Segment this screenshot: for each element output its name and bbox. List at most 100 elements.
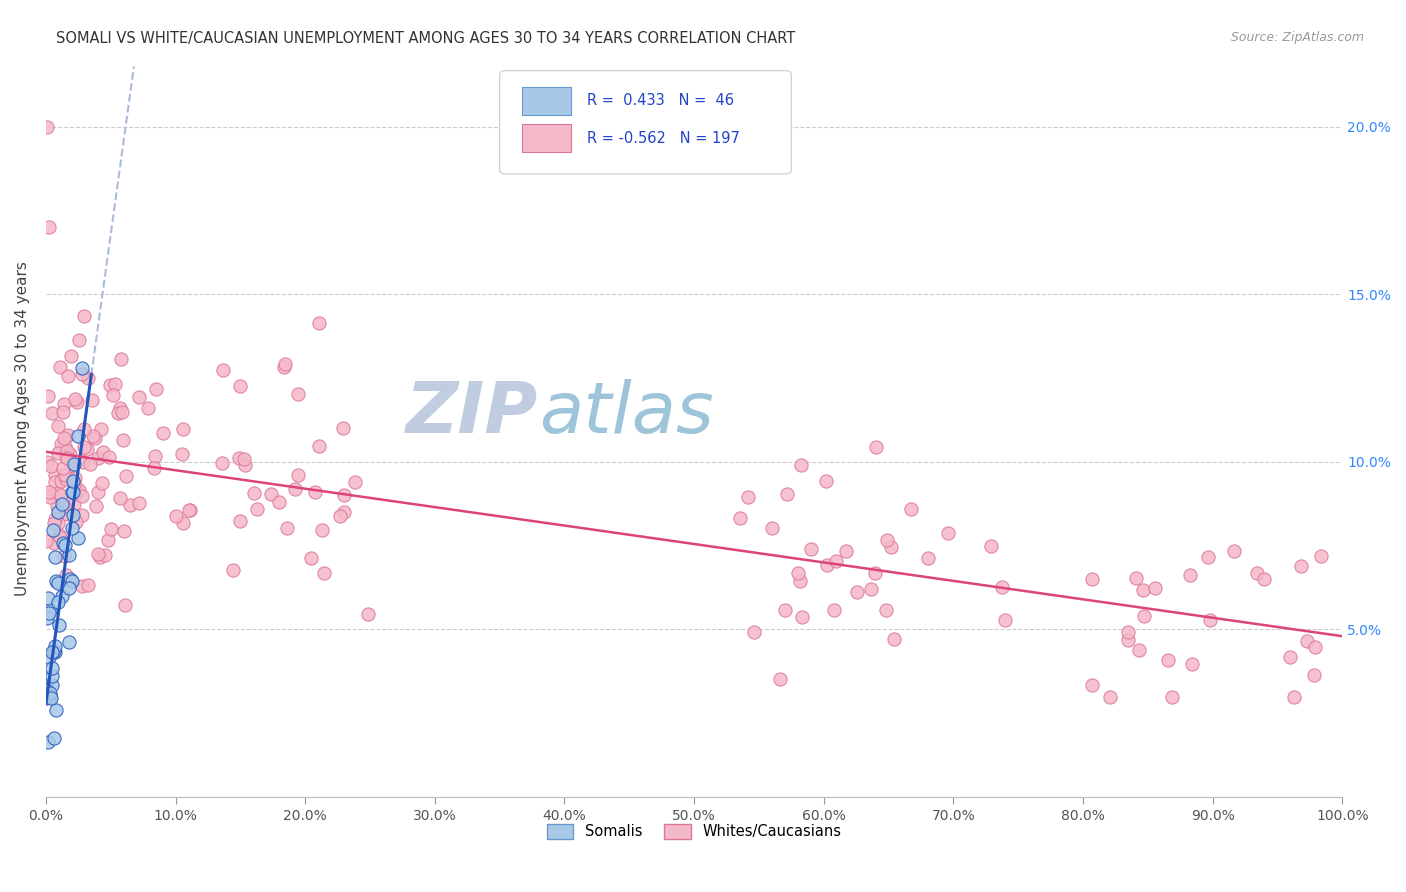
Point [67, 428, 90, 442]
Point [53, 431, 76, 445]
Point [846, 585, 869, 599]
Point [1133, 608, 1156, 623]
Point [267, 495, 290, 509]
Point [37, 389, 59, 403]
Point [790, 458, 813, 472]
Point [990, 580, 1012, 594]
Point [44, 475, 66, 489]
Point [769, 672, 792, 686]
Point [62, 508, 84, 522]
Point [1080, 572, 1102, 586]
Point [62, 475, 84, 489]
Point [211, 456, 233, 470]
Point [287, 387, 309, 401]
Point [312, 566, 335, 581]
Point [87, 547, 110, 561]
Point [53, 439, 76, 453]
Point [790, 610, 813, 624]
Point [101, 387, 124, 401]
Point [38, 607, 60, 621]
Point [49, 530, 72, 544]
Point [357, 607, 380, 621]
Point [222, 563, 245, 577]
Point [52, 469, 75, 483]
Point [108, 491, 131, 505]
Point [77, 371, 100, 385]
Point [883, 632, 905, 646]
Point [100, 522, 122, 536]
Point [128, 496, 150, 510]
Point [44, 731, 66, 746]
Point [55, 450, 77, 464]
Point [62, 497, 84, 511]
Point [41, 678, 63, 692]
Point [44, 550, 66, 565]
Point [789, 574, 811, 588]
Point [1161, 690, 1184, 704]
Point [865, 440, 887, 454]
Point [93, 445, 115, 459]
Point [42, 516, 65, 530]
Point [69, 333, 91, 347]
Point [880, 540, 903, 554]
Point [761, 521, 783, 535]
Point [825, 554, 848, 568]
Point [76, 442, 98, 456]
Point [115, 469, 138, 483]
Point [70, 579, 93, 593]
Point [108, 401, 131, 415]
Point [107, 406, 129, 420]
Point [60, 520, 83, 534]
Point [112, 524, 135, 539]
Point [90, 475, 112, 490]
Point [815, 558, 838, 572]
Point [46, 505, 69, 519]
Point [260, 487, 283, 501]
Point [786, 566, 808, 580]
Point [48, 617, 70, 632]
Point [66, 531, 89, 545]
Point [179, 503, 201, 517]
Point [56, 428, 79, 442]
Point [52, 397, 75, 411]
Point [35, 486, 58, 500]
Point [229, 514, 252, 528]
Point [35, 683, 58, 698]
Point [980, 539, 1002, 553]
Point [49, 475, 72, 489]
Point [46, 516, 69, 530]
Point [56, 467, 79, 482]
Point [35, 678, 58, 692]
Point [1282, 690, 1305, 704]
Point [37, 120, 59, 134]
Point [823, 603, 845, 617]
Point [63, 457, 86, 471]
Point [172, 447, 194, 461]
Point [243, 486, 266, 500]
Point [59, 349, 82, 363]
Point [55, 568, 77, 582]
Point [1156, 653, 1178, 667]
Point [66, 394, 89, 409]
Text: R =  0.433   N =  46: R = 0.433 N = 46 [586, 94, 734, 109]
Point [52, 549, 75, 563]
Point [143, 461, 166, 475]
Point [82, 393, 104, 408]
Point [111, 405, 134, 419]
Text: Source: ZipAtlas.com: Source: ZipAtlas.com [1230, 31, 1364, 45]
Point [118, 498, 141, 512]
Point [55, 472, 77, 486]
Point [172, 516, 194, 531]
Point [1302, 667, 1324, 681]
Point [1081, 678, 1104, 692]
Point [37, 455, 59, 469]
Point [900, 502, 922, 516]
Point [1128, 643, 1150, 657]
Point [70, 508, 93, 522]
Point [97, 450, 120, 464]
Point [76, 578, 98, 592]
Point [51, 497, 73, 511]
Point [46, 485, 69, 500]
Point [56, 369, 79, 384]
Point [276, 521, 298, 535]
